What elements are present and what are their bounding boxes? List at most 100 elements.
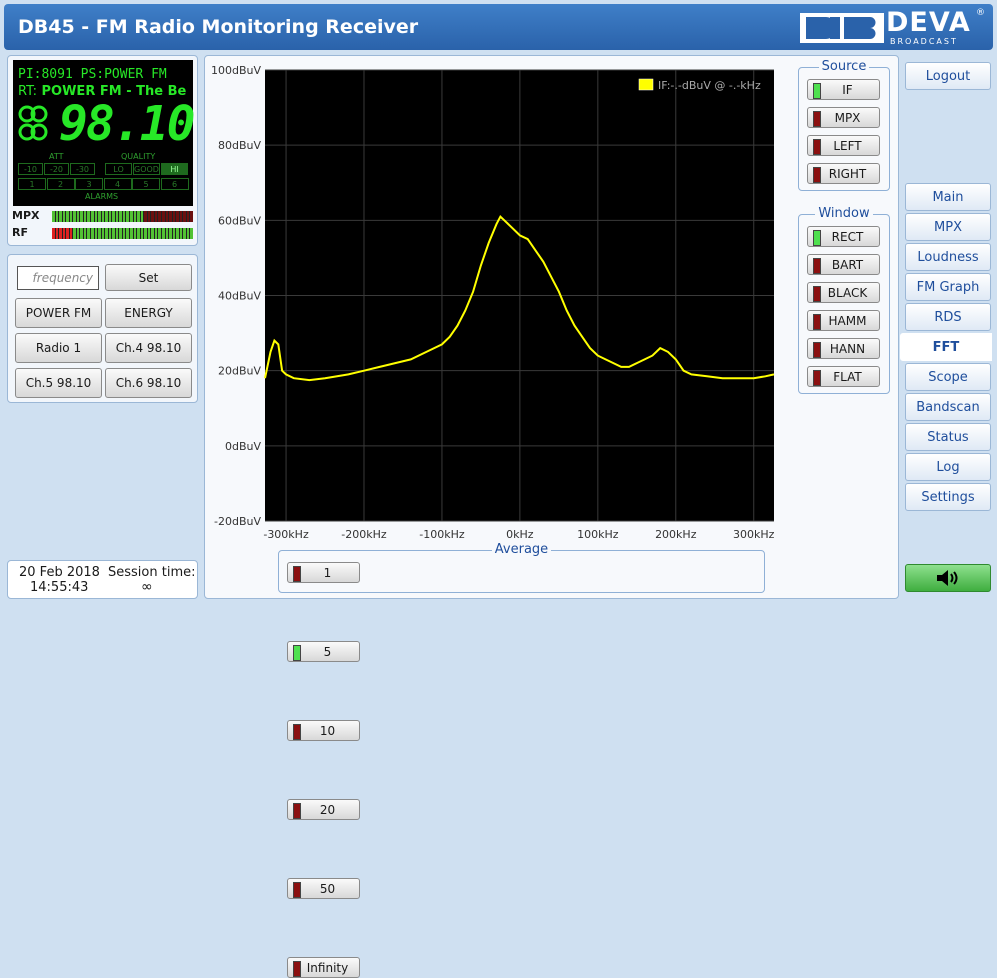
att-indicator: -10 — [18, 163, 43, 175]
source-title: Source — [799, 59, 889, 74]
group-title: Window — [815, 206, 873, 221]
quality-label: QUALITY — [121, 152, 156, 161]
led — [813, 286, 821, 302]
nav-tab[interactable]: Loudness — [905, 243, 991, 271]
quality-indicator: LO — [105, 163, 132, 175]
average-option[interactable]: 50 — [287, 878, 360, 899]
led — [293, 566, 301, 582]
source-option[interactable]: IF — [807, 79, 880, 100]
window-option[interactable]: BLACK — [807, 282, 880, 303]
window-title: Window — [799, 206, 889, 221]
preset-button[interactable]: Radio 1 — [15, 333, 102, 363]
alarm-indicator: 3 — [75, 178, 103, 190]
x-tick-label: 200kHz — [655, 528, 697, 541]
average-option[interactable]: 1 — [287, 562, 360, 583]
lcd: PI:8091 PS:POWER FM RT: POWER FM - The B… — [13, 60, 195, 206]
logout-button[interactable]: Logout — [905, 62, 991, 90]
legend-text: IF:-.-dBuV @ -.-kHz — [658, 79, 761, 92]
led — [293, 645, 301, 661]
group-title: Average — [491, 542, 552, 557]
meter-label: MPX — [12, 209, 40, 222]
page: {"header": {"title": "DB45 - FM Radio Mo… — [4, 4, 997, 978]
led — [813, 230, 821, 246]
led — [813, 370, 821, 386]
preset-button[interactable]: POWER FM — [15, 298, 102, 328]
option-label: IF — [842, 82, 853, 97]
average-title: Average — [279, 542, 764, 557]
navigation: Logout Main MPX Loudness FM Graph RDS FFT Scope… — [900, 55, 997, 604]
option-label: LEFT — [833, 138, 862, 153]
option-label: BART — [831, 257, 864, 272]
alarm-indicator: 1 — [18, 178, 46, 190]
option-label: MPX — [834, 110, 861, 125]
window-option[interactable]: RECT — [807, 226, 880, 247]
spectrum-line — [264, 214, 775, 382]
quality-indicator: HI — [161, 163, 188, 175]
main-panel: -20dBuV 0dBuV 20dBuV 40dBuV 60dBuV 80dBuV 100d… — [204, 55, 899, 599]
preset-button[interactable]: Ch.5 98.10 — [15, 368, 102, 398]
option-label: RECT — [831, 229, 864, 244]
led — [813, 167, 821, 183]
logo-text: DEVA — [886, 7, 971, 38]
nav-tab[interactable]: FFT — [900, 333, 992, 361]
nav-tab[interactable]: MPX — [905, 213, 991, 241]
average-group: Average 1 5 10 20 50 Infinity — [278, 542, 765, 978]
average-option[interactable]: 10 — [287, 720, 360, 741]
preset-button[interactable]: Ch.4 98.10 — [105, 333, 192, 363]
meter — [52, 211, 193, 222]
set-button[interactable]: Set — [105, 264, 192, 291]
average-option[interactable]: 5 — [287, 641, 360, 662]
logo-mark — [800, 13, 884, 43]
led — [813, 342, 821, 358]
alarm-indicator: 4 — [103, 178, 132, 190]
x-tick-label: 100kHz — [577, 528, 619, 541]
average-option[interactable]: 20 — [287, 799, 360, 820]
nav-tab[interactable]: Log — [905, 453, 991, 481]
group-title: Source — [818, 59, 870, 74]
meter-label: RF — [12, 226, 28, 239]
rt: POWER FM - The Be — [41, 84, 187, 99]
alarm-indicator: 2 — [46, 178, 75, 190]
logo-registered: ® — [976, 8, 985, 18]
session-time: ∞ — [141, 579, 153, 595]
window-option[interactable]: HANN — [807, 338, 880, 359]
nav-tab[interactable]: Status — [905, 423, 991, 451]
source-option[interactable]: LEFT — [807, 135, 880, 156]
x-tick-label: -300kHz — [263, 528, 309, 541]
frequency-input[interactable]: frequency — [17, 266, 99, 290]
nav-tab[interactable]: RDS — [905, 303, 991, 331]
pi-label: PI: — [18, 67, 42, 82]
led — [813, 258, 821, 274]
nav-tab[interactable]: Bandscan — [905, 393, 991, 421]
nav-tab[interactable]: Main — [905, 183, 991, 211]
att-label: ATT — [49, 152, 64, 161]
x-tick-label: -200kHz — [341, 528, 387, 541]
window-option[interactable]: FLAT — [807, 366, 880, 387]
nav-tab[interactable]: Settings — [905, 483, 991, 511]
option-label: 5 — [323, 644, 332, 659]
pi: 8091 — [41, 67, 73, 82]
nav-tab[interactable]: Scope — [905, 363, 991, 391]
logo-subtitle: BROADCAST — [890, 37, 958, 46]
date: 20 Feb 2018 — [19, 565, 100, 580]
preset-button[interactable]: ENERGY — [105, 298, 192, 328]
y-tick-label: 40dBuV — [218, 290, 261, 303]
option-label: 10 — [319, 723, 336, 738]
fft-chart: -20dBuV 0dBuV 20dBuV 40dBuV 60dBuV 80dBuV 100d… — [211, 64, 775, 541]
source-option[interactable]: MPX — [807, 107, 880, 128]
y-tick-label: 80dBuV — [218, 139, 261, 152]
alarm-indicator: 5 — [132, 178, 160, 190]
average-option[interactable]: Infinity — [287, 957, 360, 978]
source-group: Source IF MPX LEFT RIGHT — [798, 59, 890, 191]
ps: POWER FM — [104, 67, 167, 82]
nav-tab[interactable]: FM Graph — [905, 273, 991, 301]
status-panel: 20 Feb 2018 14:55:43 Session time: ∞ — [7, 560, 198, 599]
audio-button[interactable] — [905, 564, 991, 592]
option-label: 20 — [319, 802, 336, 817]
y-tick-label: 60dBuV — [218, 214, 261, 227]
window-option[interactable]: BART — [807, 254, 880, 275]
source-option[interactable]: RIGHT — [807, 163, 880, 184]
window-option[interactable]: HAMM — [807, 310, 880, 331]
preset-button[interactable]: Ch.6 98.10 — [105, 368, 192, 398]
option-label: 1 — [323, 565, 332, 580]
